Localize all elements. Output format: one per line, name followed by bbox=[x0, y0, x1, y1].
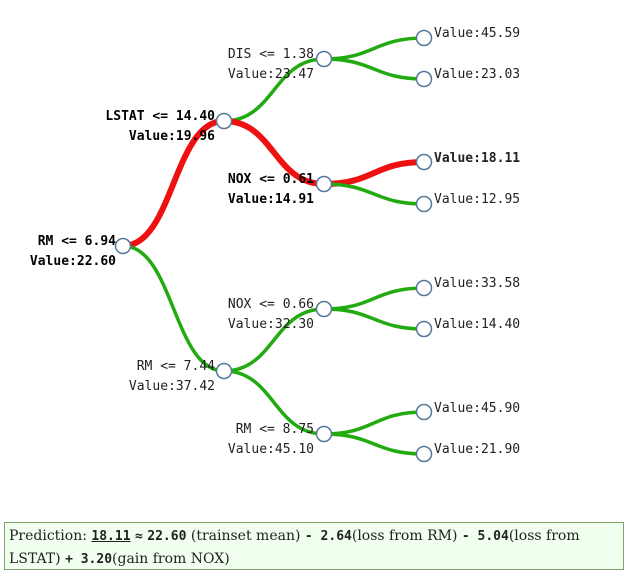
leaf-8-value: Value:21.90 bbox=[434, 442, 521, 457]
node-dis-value: Value:23.47 bbox=[227, 67, 314, 82]
edge-root-lstat bbox=[122, 118, 225, 249]
node-dis-cond: DIS <= 1.38 bbox=[227, 47, 314, 62]
node-circle-l1 bbox=[415, 29, 433, 47]
node-circle-dis bbox=[315, 50, 333, 68]
edge-rm744-rm875 bbox=[223, 369, 325, 436]
node-lstat-cond: LSTAT <= 14.40 bbox=[105, 109, 215, 124]
node-lstat-value: Value:19.96 bbox=[128, 129, 215, 144]
node-circle-rm744 bbox=[215, 362, 233, 380]
leaf-4-value: Value:12.95 bbox=[434, 192, 521, 207]
node-circle-root bbox=[114, 237, 132, 255]
node-nox061-value: Value:14.91 bbox=[227, 192, 314, 207]
edge-dis-leaf1 bbox=[323, 36, 425, 61]
trainset-mean-label: (trainset mean) bbox=[190, 528, 301, 544]
node-rm875-label: RM <= 8.75 Value:45.10 bbox=[228, 420, 314, 460]
edge-nox061-leaf4 bbox=[323, 182, 425, 206]
leaf-5-value: Value:33.58 bbox=[434, 276, 521, 291]
node-nox061-cond: NOX <= 0.61 bbox=[227, 172, 314, 187]
term-lstat-label: (loss from LSTAT) bbox=[9, 528, 580, 567]
edge-nox066-leaf5 bbox=[323, 286, 425, 311]
node-circle-nox066 bbox=[315, 300, 333, 318]
node-rm744-cond: RM <= 7.44 bbox=[136, 359, 215, 374]
decision-tree bbox=[114, 29, 433, 463]
edge-nox061-leaf3 bbox=[323, 159, 425, 187]
node-rm875-value: Value:45.10 bbox=[227, 442, 314, 457]
edge-lstat-nox061 bbox=[223, 118, 325, 187]
term-nox-value: + 3.20 bbox=[65, 552, 113, 567]
node-root-label: RM <= 6.94 Value:22.60 bbox=[30, 232, 116, 272]
prediction-label: Prediction: bbox=[9, 528, 87, 544]
edge-root-rm744 bbox=[122, 244, 225, 373]
edge-rm875-leaf7 bbox=[323, 410, 425, 436]
node-lstat-label: LSTAT <= 14.40 Value:19.96 bbox=[105, 107, 215, 147]
node-circle-l3 bbox=[415, 153, 433, 171]
trainset-mean-value: 22.60 bbox=[147, 529, 187, 544]
node-circle-l6 bbox=[415, 320, 433, 338]
node-circle-rm875 bbox=[315, 425, 333, 443]
node-root-cond: RM <= 6.94 bbox=[37, 234, 116, 249]
node-circle-nox061 bbox=[315, 175, 333, 193]
edge-dis-leaf2 bbox=[323, 57, 425, 81]
edge-nox066-leaf6 bbox=[323, 307, 425, 331]
term-rm-label: (loss from RM) bbox=[351, 528, 458, 544]
term-nox-label: (gain from NOX) bbox=[112, 551, 230, 567]
prediction-value: 18.11 bbox=[91, 529, 131, 544]
node-circle-lstat bbox=[215, 112, 233, 130]
node-nox066-label: NOX <= 0.66 Value:32.30 bbox=[228, 295, 314, 335]
node-circle-l5 bbox=[415, 279, 433, 297]
leaf-3-value: Value:18.11 bbox=[434, 151, 521, 166]
edge-lstat-dis bbox=[223, 57, 325, 123]
leaf-1-value: Value:45.59 bbox=[434, 26, 521, 41]
node-nox061-label: NOX <= 0.61 Value:14.91 bbox=[228, 170, 314, 210]
node-rm875-cond: RM <= 8.75 bbox=[235, 422, 314, 437]
leaf-2-value: Value:23.03 bbox=[434, 67, 521, 82]
node-rm744-label: RM <= 7.44 Value:37.42 bbox=[129, 357, 215, 397]
node-rm744-value: Value:37.42 bbox=[128, 379, 215, 394]
node-nox066-cond: NOX <= 0.66 bbox=[227, 297, 314, 312]
node-circle-l4 bbox=[415, 195, 433, 213]
node-dis-label: DIS <= 1.38 Value:23.47 bbox=[228, 45, 314, 85]
node-circle-l2 bbox=[415, 70, 433, 88]
node-circle-l7 bbox=[415, 403, 433, 421]
edge-rm875-leaf8 bbox=[323, 432, 425, 456]
node-root-value: Value:22.60 bbox=[29, 254, 116, 269]
prediction-box: Prediction: 18.11 ≈ 22.60 (trainset mean… bbox=[4, 522, 624, 570]
leaf-7-value: Value:45.90 bbox=[434, 401, 521, 416]
leaf-6-value: Value:14.40 bbox=[434, 317, 521, 332]
prediction-approx: ≈ bbox=[135, 529, 143, 544]
edge-rm744-nox066 bbox=[223, 307, 325, 373]
node-circle-l8 bbox=[415, 445, 433, 463]
term-rm-value: - 2.64 bbox=[304, 529, 352, 544]
term-lstat-value: - 5.04 bbox=[461, 529, 509, 544]
node-nox066-value: Value:32.30 bbox=[227, 317, 314, 332]
